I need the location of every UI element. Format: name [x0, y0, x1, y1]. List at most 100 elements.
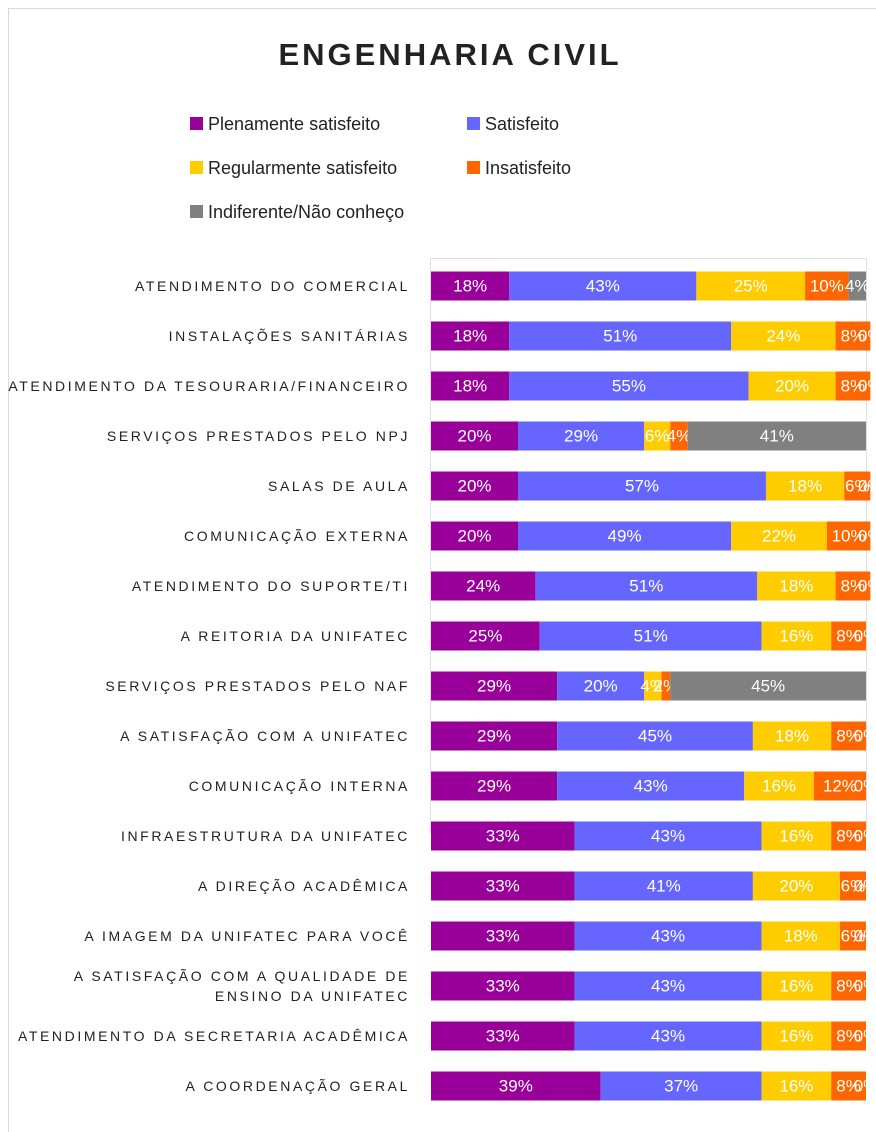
data-label: 20%	[779, 876, 813, 895]
bar-segment	[431, 521, 518, 551]
data-label: 25%	[734, 276, 768, 295]
data-label: 51%	[634, 626, 668, 645]
bar-segment	[431, 421, 518, 451]
data-label: 16%	[779, 976, 813, 995]
data-label: 45%	[638, 726, 672, 745]
legend-swatch	[190, 161, 203, 174]
category-label: A IMAGEM DA UNIFATEC PARA VOCÊ	[84, 928, 410, 944]
data-label: 33%	[486, 976, 520, 995]
chart-frame	[8, 8, 876, 1132]
bar-segment	[839, 871, 866, 901]
bar-segment	[835, 371, 871, 401]
bar-segment	[431, 1021, 575, 1051]
bar-segment	[831, 621, 866, 651]
data-label: 29%	[477, 776, 511, 795]
data-label: 41%	[647, 876, 681, 895]
data-label: 41%	[760, 426, 794, 445]
data-label: 51%	[629, 576, 663, 595]
data-label: 18%	[788, 476, 822, 495]
data-label: 0%	[854, 776, 876, 795]
data-label: 8%	[836, 976, 861, 995]
category-label: SERVIÇOS PRESTADOS PELO NPJ	[106, 428, 410, 444]
data-label: 18%	[779, 576, 813, 595]
data-label: 43%	[586, 276, 620, 295]
bar-segment	[731, 321, 836, 351]
data-label: 0%	[858, 476, 876, 495]
bar-segment	[431, 771, 558, 801]
bar-segment	[431, 621, 540, 651]
category-label: A SATISFAÇÃO COM A UNIFATEC	[120, 728, 410, 744]
data-label: 22%	[762, 526, 796, 545]
bar-segment	[844, 471, 871, 501]
bar-segment	[509, 271, 697, 301]
bar-segment	[744, 771, 814, 801]
bar-segment	[761, 1021, 832, 1051]
data-label: 0%	[858, 526, 876, 545]
data-label: 10%	[810, 276, 844, 295]
chart-title: ENGENHARIA CIVIL	[278, 37, 621, 72]
bar-segment	[431, 971, 575, 1001]
data-label: 43%	[651, 1026, 685, 1045]
data-label: 57%	[625, 476, 659, 495]
data-label: 18%	[453, 276, 487, 295]
bar-segment	[835, 321, 871, 351]
category-label: SERVIÇOS PRESTADOS PELO NAF	[105, 678, 410, 694]
category-label: A COORDENAÇÃO GERAL	[185, 1078, 410, 1094]
data-label: 20%	[457, 526, 491, 545]
legend-label: Insatisfeito	[485, 158, 571, 178]
legend-swatch	[190, 117, 203, 130]
data-label: 33%	[486, 1026, 520, 1045]
data-label: 0%	[854, 726, 876, 745]
bar-segment	[574, 921, 762, 951]
data-label: 55%	[612, 376, 646, 395]
bar-segment	[761, 621, 832, 651]
data-label: 0%	[854, 976, 876, 995]
category-label: INSTALAÇÕES SANITÁRIAS	[168, 328, 410, 344]
bar-segment	[696, 271, 806, 301]
data-label: 8%	[836, 626, 861, 645]
bar-segment	[509, 321, 732, 351]
bar-segment	[839, 921, 866, 951]
bar-segment	[831, 971, 866, 1001]
bar-segment	[518, 421, 645, 451]
bar-segment	[431, 1071, 601, 1101]
bar-segment	[431, 271, 510, 301]
bar-segment	[765, 471, 845, 501]
bar-segment	[761, 921, 840, 951]
data-label: 8%	[841, 376, 866, 395]
data-label: 18%	[784, 926, 818, 945]
bar-segment	[539, 621, 762, 651]
bar-segment	[848, 271, 866, 301]
data-label: 45%	[751, 676, 785, 695]
bar-segment	[752, 721, 832, 751]
data-label: 25%	[468, 626, 502, 645]
data-label: 16%	[779, 1076, 813, 1095]
bar-segment	[813, 771, 866, 801]
data-label: 0%	[858, 376, 876, 395]
bar-segment	[831, 1021, 866, 1051]
bar-segment	[731, 521, 827, 551]
data-label: 0%	[858, 576, 876, 595]
data-label: 29%	[564, 426, 598, 445]
bar-segment	[431, 471, 518, 501]
bar-segment	[831, 1071, 866, 1101]
category-label: A REITORIA DA UNIFATEC	[180, 628, 410, 644]
data-label: 20%	[457, 426, 491, 445]
data-label: 8%	[841, 576, 866, 595]
bar-segment	[518, 521, 732, 551]
data-label: 33%	[486, 826, 520, 845]
data-label: 6%	[845, 476, 870, 495]
bar-segment	[644, 421, 671, 451]
data-label: 29%	[477, 676, 511, 695]
data-label: 43%	[634, 776, 668, 795]
bar-segment	[831, 821, 866, 851]
bar-segment	[431, 671, 558, 701]
bar-segment	[761, 971, 832, 1001]
data-label: 24%	[766, 326, 800, 345]
bar-segment	[518, 471, 766, 501]
bar-segment	[644, 671, 662, 701]
bar-segment	[574, 871, 753, 901]
bar-segment	[431, 571, 536, 601]
bar-segment	[557, 671, 645, 701]
